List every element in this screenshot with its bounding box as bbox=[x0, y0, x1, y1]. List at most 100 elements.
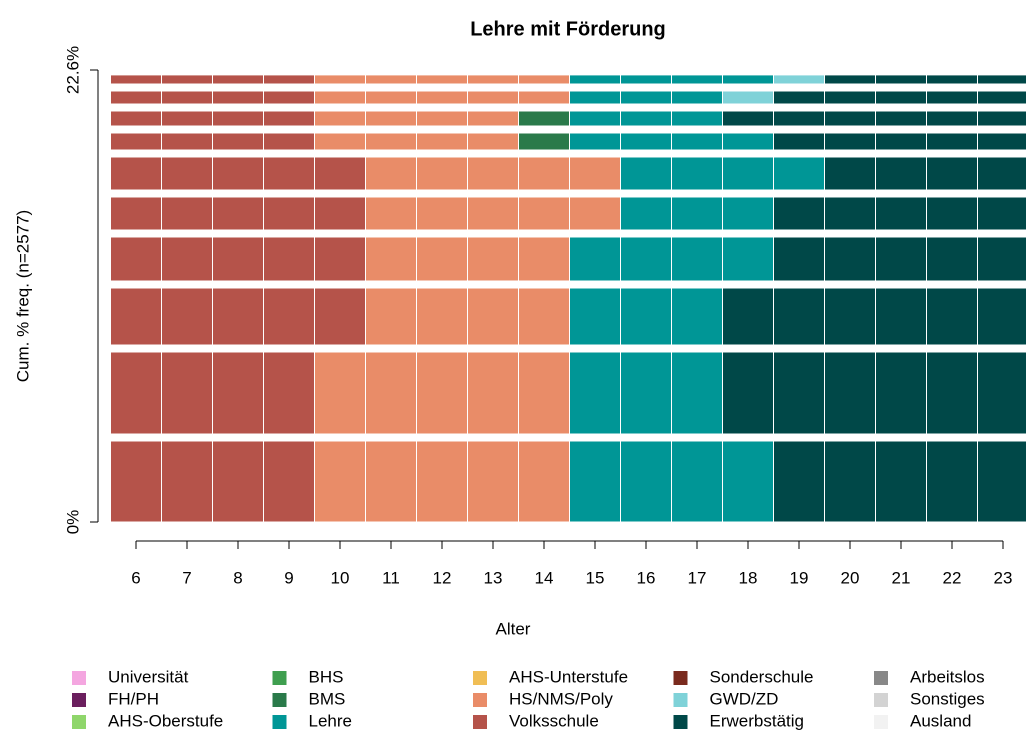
sequence-cell bbox=[926, 110, 978, 127]
sequence-cell bbox=[467, 156, 519, 191]
sequence-cell bbox=[212, 110, 264, 127]
sequence-cell bbox=[110, 351, 162, 435]
sequence-cell bbox=[467, 132, 519, 151]
legend-swatch bbox=[874, 715, 888, 729]
sequence-cell bbox=[722, 287, 774, 346]
x-axis-label: Alter bbox=[496, 619, 531, 638]
x-tick-label: 14 bbox=[535, 568, 554, 587]
sequence-cell bbox=[824, 74, 876, 85]
legend-label: AHS-Unterstufe bbox=[509, 667, 628, 686]
sequence-cell bbox=[824, 440, 876, 523]
sequence-cell bbox=[365, 440, 417, 523]
sequence-cell bbox=[263, 74, 315, 85]
sequence-cell bbox=[518, 287, 570, 346]
sequence-cell bbox=[620, 236, 672, 282]
sequence-cell bbox=[773, 74, 825, 85]
x-tick-label: 8 bbox=[233, 568, 242, 587]
sequence-cell bbox=[926, 74, 978, 85]
legend-swatch bbox=[673, 693, 688, 707]
sequence-cell bbox=[569, 90, 621, 105]
sequence-cell bbox=[671, 236, 723, 282]
legend-label: Sonderschule bbox=[710, 667, 814, 686]
sequence-cell bbox=[365, 156, 417, 191]
x-tick-label: 6 bbox=[131, 568, 140, 587]
sequence-cell bbox=[824, 196, 876, 231]
sequence-cell bbox=[671, 74, 723, 85]
sequence-cell bbox=[518, 351, 570, 435]
x-tick-label: 9 bbox=[284, 568, 293, 587]
x-tick-label: 16 bbox=[637, 568, 656, 587]
sequence-cell bbox=[977, 90, 1026, 105]
sequence-cell bbox=[467, 110, 519, 127]
sequence-cell bbox=[161, 90, 213, 105]
sequence-cell bbox=[314, 90, 366, 105]
sequence-cell bbox=[212, 196, 264, 231]
sequence-cell bbox=[977, 440, 1026, 523]
sequence-cell bbox=[314, 440, 366, 523]
sequence-cell bbox=[365, 236, 417, 282]
legend-swatch bbox=[72, 671, 86, 685]
sequence-cell bbox=[518, 90, 570, 105]
x-tick-label: 18 bbox=[739, 568, 758, 587]
x-tick-label: 19 bbox=[790, 568, 809, 587]
sequence-cell bbox=[161, 440, 213, 523]
sequence-cell bbox=[824, 132, 876, 151]
sequence-cell bbox=[926, 132, 978, 151]
sequence-cell bbox=[314, 236, 366, 282]
sequence-cell bbox=[671, 440, 723, 523]
sequence-cell bbox=[671, 287, 723, 346]
sequence-cell bbox=[212, 90, 264, 105]
x-tick-label: 10 bbox=[331, 568, 350, 587]
sequence-cell bbox=[569, 196, 621, 231]
sequence-cell bbox=[875, 351, 927, 435]
sequence-cell bbox=[518, 156, 570, 191]
x-tick-label: 13 bbox=[484, 568, 503, 587]
sequence-cell bbox=[416, 236, 468, 282]
sequence-cell bbox=[263, 110, 315, 127]
legend-swatch bbox=[272, 671, 287, 685]
chart-title: Lehre mit Förderung bbox=[470, 18, 666, 40]
legend-label: AHS-Oberstufe bbox=[108, 711, 223, 730]
legend-swatch bbox=[473, 693, 487, 707]
sequence-cell bbox=[314, 74, 366, 85]
sequence-cell bbox=[416, 351, 468, 435]
sequence-cell bbox=[212, 351, 264, 435]
sequence-cell bbox=[110, 196, 162, 231]
sequence-cell bbox=[926, 236, 978, 282]
sequence-cell bbox=[875, 156, 927, 191]
sequence-cell bbox=[416, 156, 468, 191]
sequence-cell bbox=[314, 196, 366, 231]
sequence-cell bbox=[161, 196, 213, 231]
sequence-cell bbox=[926, 287, 978, 346]
sequence-cell bbox=[365, 90, 417, 105]
sequence-cell bbox=[518, 440, 570, 523]
x-tick-label: 11 bbox=[382, 568, 400, 587]
sequence-cell bbox=[467, 196, 519, 231]
legend-swatch bbox=[473, 715, 487, 729]
sequence-cell bbox=[620, 156, 672, 191]
sequence-cell bbox=[926, 90, 978, 105]
sequence-cell bbox=[467, 236, 519, 282]
sequence-cell bbox=[824, 351, 876, 435]
sequence-cell bbox=[365, 132, 417, 151]
sequence-cell bbox=[416, 440, 468, 523]
sequence-cell bbox=[773, 196, 825, 231]
sequence-cell bbox=[773, 132, 825, 151]
sequence-cell bbox=[263, 440, 315, 523]
sequence-cell bbox=[671, 90, 723, 105]
sequence-cell bbox=[824, 156, 876, 191]
x-tick-label: 23 bbox=[994, 568, 1013, 587]
legend-label: Ausland bbox=[910, 711, 971, 730]
sequence-cell bbox=[518, 236, 570, 282]
sequence-cell bbox=[926, 156, 978, 191]
sequence-cell bbox=[263, 287, 315, 346]
legend-swatch bbox=[72, 715, 86, 729]
sequence-cell bbox=[671, 196, 723, 231]
legend-label: Sonstiges bbox=[910, 689, 985, 708]
sequence-cell bbox=[467, 74, 519, 85]
sequence-cell bbox=[620, 351, 672, 435]
sequence-cell bbox=[518, 132, 570, 151]
x-tick-label: 22 bbox=[943, 568, 962, 587]
sequence-cell bbox=[824, 110, 876, 127]
